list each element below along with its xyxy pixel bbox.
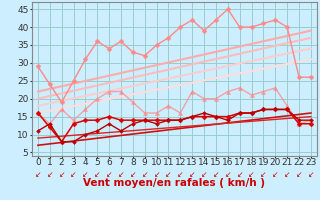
Text: ↙: ↙ [35, 170, 41, 179]
Text: ↙: ↙ [308, 170, 314, 179]
Text: ↙: ↙ [296, 170, 302, 179]
Text: ↙: ↙ [272, 170, 278, 179]
X-axis label: Vent moyen/en rafales ( km/h ): Vent moyen/en rafales ( km/h ) [84, 178, 265, 188]
Text: ↙: ↙ [177, 170, 184, 179]
Text: ↙: ↙ [70, 170, 77, 179]
Text: ↙: ↙ [284, 170, 290, 179]
Text: ↙: ↙ [106, 170, 112, 179]
Text: ↙: ↙ [248, 170, 255, 179]
Text: ↙: ↙ [130, 170, 136, 179]
Text: ↙: ↙ [47, 170, 53, 179]
Text: ↙: ↙ [225, 170, 231, 179]
Text: ↙: ↙ [165, 170, 172, 179]
Text: ↙: ↙ [94, 170, 100, 179]
Text: ↙: ↙ [82, 170, 89, 179]
Text: ↙: ↙ [201, 170, 207, 179]
Text: ↙: ↙ [153, 170, 160, 179]
Text: ↙: ↙ [213, 170, 219, 179]
Text: ↙: ↙ [141, 170, 148, 179]
Text: ↙: ↙ [189, 170, 196, 179]
Text: ↙: ↙ [260, 170, 267, 179]
Text: ↙: ↙ [236, 170, 243, 179]
Text: ↙: ↙ [118, 170, 124, 179]
Text: ↙: ↙ [59, 170, 65, 179]
